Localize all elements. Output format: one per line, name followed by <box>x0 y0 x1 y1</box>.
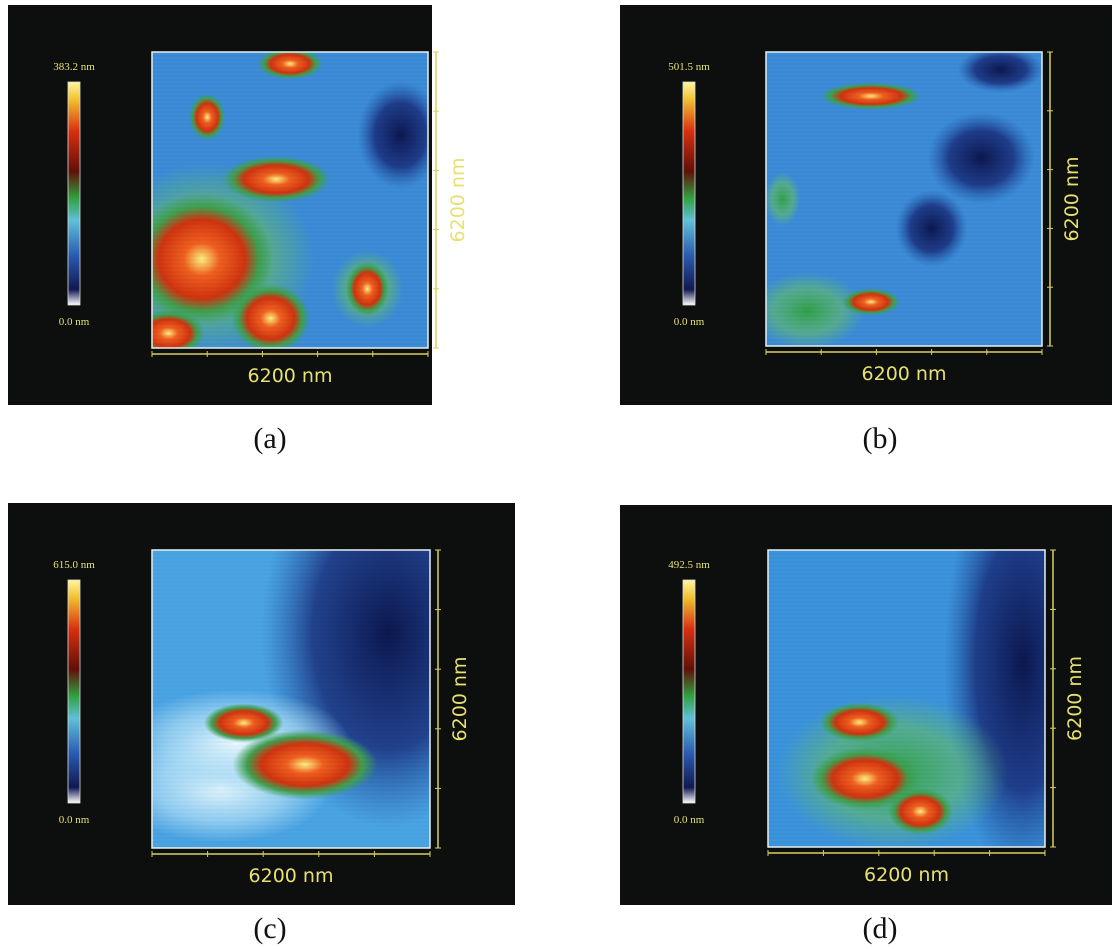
figure: 6200 nm6200 nm383.2 nm0.0 nm(a)6200 nm62… <box>0 0 1115 949</box>
image-feature <box>189 94 225 140</box>
caption: (a) <box>253 422 286 455</box>
image-feature <box>958 47 1044 93</box>
colorbar-min-label: 0.0 nm <box>674 814 705 826</box>
colorbar-min-label: 0.0 nm <box>59 316 90 328</box>
image-feature <box>888 788 953 834</box>
y-axis-label: 6200 nm <box>447 158 469 243</box>
colorbar <box>683 580 695 803</box>
colorbar-min-label: 0.0 nm <box>674 316 705 328</box>
y-axis-label: 6200 nm <box>449 657 471 742</box>
y-axis-label: 6200 nm <box>1061 157 1083 242</box>
image-feature <box>204 703 284 742</box>
colorbar <box>68 82 80 305</box>
colorbar-min-label: 0.0 nm <box>59 814 90 826</box>
image-feature <box>231 284 310 353</box>
colorbar-max-label: 615.0 nm <box>53 559 95 571</box>
colorbar-max-label: 492.5 nm <box>668 559 710 571</box>
caption: (b) <box>863 422 898 455</box>
x-axis-label: 6200 nm <box>249 865 334 887</box>
colorbar <box>68 580 80 803</box>
x-axis-label: 6200 nm <box>864 864 949 886</box>
x-axis-label: 6200 nm <box>862 363 947 385</box>
image-feature <box>927 112 1035 204</box>
afm-image <box>750 47 1044 349</box>
colorbar <box>683 82 695 305</box>
y-axis-label: 6200 nm <box>1064 656 1086 741</box>
colorbar-max-label: 383.2 nm <box>53 61 95 73</box>
colorbar-max-label: 501.5 nm <box>668 61 710 73</box>
caption: (c) <box>253 912 286 945</box>
caption: (d) <box>863 912 898 945</box>
panel: 6200 nm 6200 nm 383.2 nm 0.0 nm (a) <box>8 5 469 455</box>
panel: 6200 nm 6200 nm 492.5 nm 0.0 nm (d) <box>620 451 1112 945</box>
image-feature <box>842 289 899 316</box>
x-axis-label: 6200 nm <box>248 365 333 387</box>
image-feature <box>222 156 330 202</box>
panel: 6200 nm 6200 nm 501.5 nm 0.0 nm (b) <box>620 5 1112 455</box>
panel: 6200 nm 6200 nm 615.0 nm 0.0 nm (c) <box>8 440 515 945</box>
